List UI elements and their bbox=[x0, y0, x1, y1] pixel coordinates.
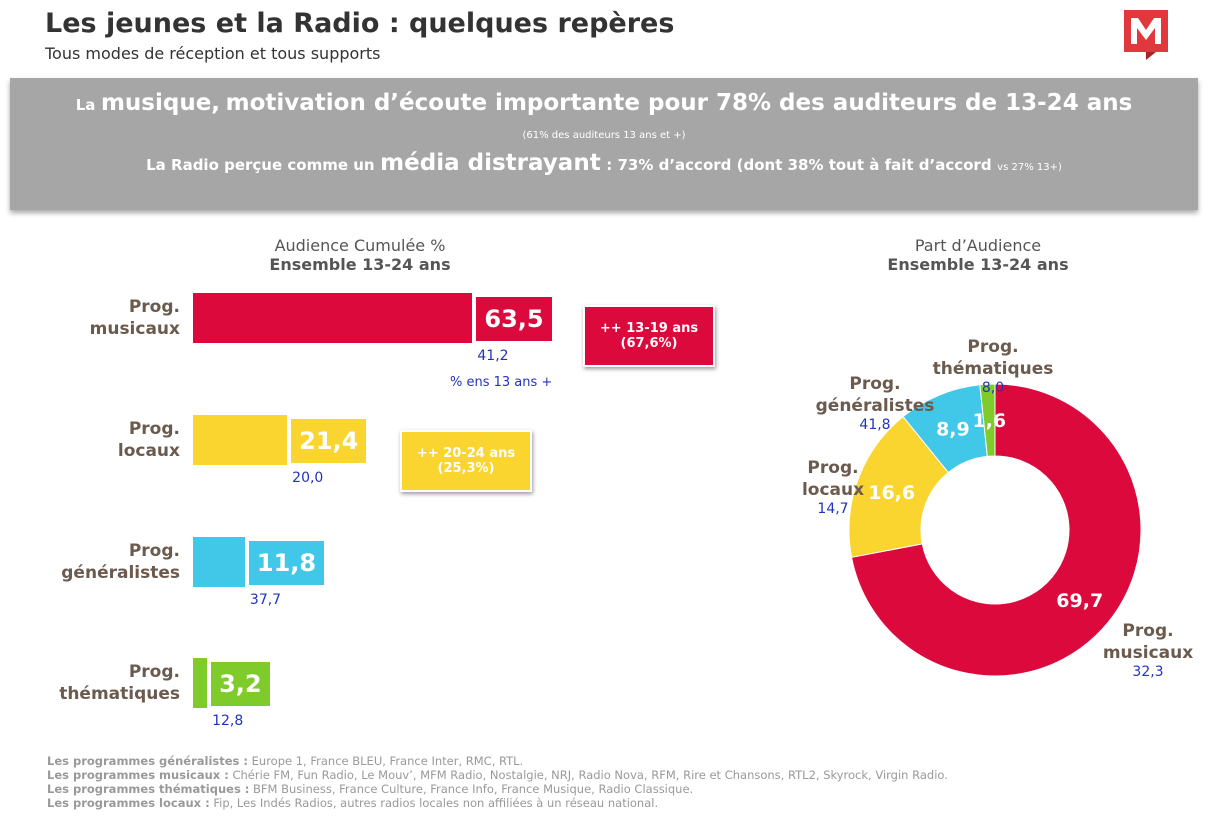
chart-title: Audience Cumulée % Ensemble 13-24 ans bbox=[210, 236, 510, 274]
category-label: Prog. généralistes bbox=[815, 374, 935, 416]
value-label: 21,4 bbox=[291, 419, 367, 463]
banner-text: média distrayant bbox=[380, 150, 601, 176]
chart-title: Part d’Audience Ensemble 13-24 ans bbox=[828, 236, 1128, 274]
banner-text: La bbox=[75, 96, 96, 114]
slice-label: 69,7 bbox=[1056, 590, 1103, 612]
comparison-label: 12,8 bbox=[212, 713, 244, 729]
chart-title: Part d’Audience bbox=[914, 236, 1042, 255]
slice-label: 16,6 bbox=[868, 482, 915, 504]
category-label: Prog. généralistes bbox=[61, 541, 180, 583]
category-label: Prog. locaux bbox=[117, 419, 180, 461]
banner: La musique, motivation d’écoute importan… bbox=[10, 78, 1198, 210]
category-label: Prog. thématiques bbox=[932, 337, 1054, 379]
slice-label: 1,6 bbox=[972, 410, 1006, 432]
comparison-name: % ens 13 ans + bbox=[450, 375, 553, 390]
footnote: Les programmes locaux : Fip, Les Indés R… bbox=[47, 796, 948, 810]
chart-title: Audience Cumulée % bbox=[274, 236, 446, 255]
logo bbox=[1124, 10, 1168, 60]
footnote-label: Les programmes locaux : bbox=[47, 796, 210, 810]
category-label: Prog. thématiques bbox=[59, 662, 181, 704]
comparison-label: 20,0 bbox=[292, 470, 324, 486]
bar bbox=[193, 293, 473, 343]
callout: ++ 20-24 ans (25,3%) bbox=[400, 430, 532, 492]
title: Les jeunes et la Radio : quelques repère… bbox=[45, 8, 675, 39]
value-label: 3,2 bbox=[211, 662, 270, 706]
footnote-label: Les programmes musicaux : bbox=[47, 768, 229, 782]
banner-text: motivation d’écoute importante pour 78% … bbox=[225, 90, 1133, 116]
footnote: Les programmes musicaux : Chérie FM, Fun… bbox=[47, 768, 948, 782]
footnote: Les programmes thématiques : BFM Busines… bbox=[47, 782, 948, 796]
bar bbox=[193, 415, 288, 465]
comparison-label: 32,3 bbox=[1132, 664, 1164, 680]
comparison-label: 8,0 bbox=[981, 380, 1005, 396]
bar bbox=[193, 658, 208, 708]
chart-subtitle: Ensemble 13-24 ans bbox=[887, 255, 1069, 274]
footnote-text: Europe 1, France BLEU, France Inter, RMC… bbox=[251, 754, 524, 768]
category-label: Prog. musicaux bbox=[89, 297, 181, 339]
value-label: 63,5 bbox=[476, 297, 552, 341]
bar bbox=[193, 537, 245, 587]
comparison-label: 37,7 bbox=[249, 592, 282, 608]
callout: ++ 13-19 ans (67,6%) bbox=[583, 305, 715, 367]
footnote-label: Les programmes généralistes : bbox=[47, 754, 248, 768]
footnote-text: Chérie FM, Fun Radio, Le Mouv’, MFM Radi… bbox=[232, 768, 948, 782]
footnote-label: Les programmes thématiques : bbox=[47, 782, 250, 796]
banner-note: (61% des auditeurs 13 ans et +) bbox=[522, 130, 686, 141]
banner-text: musique, bbox=[100, 90, 221, 116]
chart-subtitle: Ensemble 13-24 ans bbox=[269, 255, 451, 274]
footnote: Les programmes généralistes : Europe 1, … bbox=[47, 754, 948, 768]
subtitle: Tous modes de réception et tous supports bbox=[45, 44, 381, 63]
category-label: Prog. musicaux bbox=[1102, 621, 1194, 663]
footnotes: Les programmes généralistes : Europe 1, … bbox=[47, 754, 948, 810]
banner-text: : 73% d’accord (dont 38% tout à fait d’a… bbox=[606, 156, 992, 174]
footnote-text: Fip, Les Indés Radios, autres radios loc… bbox=[213, 796, 659, 810]
comparison-label: 41,2 bbox=[477, 348, 509, 364]
comparison-label: 14,7 bbox=[817, 501, 849, 517]
footnote-text: BFM Business, France Culture, France Inf… bbox=[253, 782, 694, 796]
comparison-label: 41,8 bbox=[859, 417, 891, 433]
banner-text: La Radio perçue comme un bbox=[146, 156, 375, 174]
value-label: 11,8 bbox=[248, 541, 325, 585]
category-label: Prog. locaux bbox=[801, 458, 865, 500]
donut-slice bbox=[979, 383, 996, 457]
banner-text: vs 27% 13+) bbox=[997, 162, 1062, 173]
donut-slice bbox=[850, 383, 1142, 677]
slice-label: 8,9 bbox=[936, 418, 970, 440]
